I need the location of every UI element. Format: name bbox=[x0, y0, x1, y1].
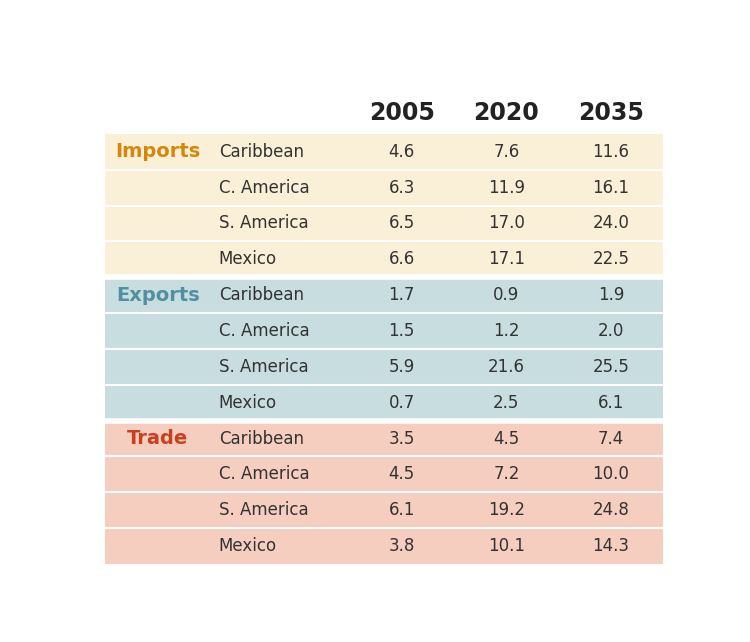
Text: S. America: S. America bbox=[219, 501, 308, 519]
Text: Caribbean: Caribbean bbox=[219, 143, 304, 160]
Text: 2005: 2005 bbox=[369, 101, 435, 125]
Text: C. America: C. America bbox=[219, 465, 309, 483]
Text: Mexico: Mexico bbox=[219, 394, 277, 412]
Text: 3.5: 3.5 bbox=[388, 429, 415, 447]
Text: 4.6: 4.6 bbox=[388, 143, 415, 160]
Text: 4.5: 4.5 bbox=[388, 465, 415, 483]
Text: 11.6: 11.6 bbox=[592, 143, 629, 160]
Text: 7.6: 7.6 bbox=[494, 143, 520, 160]
Text: 2.5: 2.5 bbox=[494, 394, 520, 412]
Text: 3.8: 3.8 bbox=[388, 537, 415, 555]
Text: 25.5: 25.5 bbox=[592, 358, 629, 376]
Text: 10.0: 10.0 bbox=[592, 465, 629, 483]
Text: 21.6: 21.6 bbox=[488, 358, 525, 376]
Text: C. America: C. America bbox=[219, 178, 309, 196]
Bar bbox=[105, 421, 663, 564]
Text: 5.9: 5.9 bbox=[388, 358, 415, 376]
Text: 16.1: 16.1 bbox=[592, 178, 629, 196]
Text: Mexico: Mexico bbox=[219, 250, 277, 268]
Text: Trade: Trade bbox=[127, 429, 188, 448]
Text: Exports: Exports bbox=[116, 286, 200, 305]
Text: 1.5: 1.5 bbox=[388, 322, 415, 340]
Text: 0.9: 0.9 bbox=[494, 286, 520, 304]
Text: 7.2: 7.2 bbox=[494, 465, 520, 483]
Text: 17.0: 17.0 bbox=[488, 214, 525, 232]
Text: 11.9: 11.9 bbox=[488, 178, 525, 196]
Bar bbox=[105, 134, 663, 277]
Text: 22.5: 22.5 bbox=[592, 250, 629, 268]
Text: 4.5: 4.5 bbox=[494, 429, 520, 447]
Text: 7.4: 7.4 bbox=[598, 429, 624, 447]
Text: 1.7: 1.7 bbox=[388, 286, 415, 304]
Text: 2020: 2020 bbox=[473, 101, 539, 125]
Text: S. America: S. America bbox=[219, 214, 308, 232]
Text: 10.1: 10.1 bbox=[488, 537, 525, 555]
Text: 6.1: 6.1 bbox=[388, 501, 415, 519]
Text: Caribbean: Caribbean bbox=[219, 286, 304, 304]
Text: S. America: S. America bbox=[219, 358, 308, 376]
Text: 17.1: 17.1 bbox=[488, 250, 525, 268]
Text: 0.7: 0.7 bbox=[388, 394, 415, 412]
Text: 6.1: 6.1 bbox=[598, 394, 624, 412]
Text: 1.2: 1.2 bbox=[494, 322, 520, 340]
Text: 14.3: 14.3 bbox=[592, 537, 629, 555]
Bar bbox=[105, 277, 663, 421]
Text: Caribbean: Caribbean bbox=[219, 429, 304, 447]
Text: C. America: C. America bbox=[219, 322, 309, 340]
Text: Mexico: Mexico bbox=[219, 537, 277, 555]
Text: 24.0: 24.0 bbox=[592, 214, 629, 232]
Text: 2035: 2035 bbox=[578, 101, 644, 125]
Text: Imports: Imports bbox=[115, 143, 200, 161]
Text: 1.9: 1.9 bbox=[598, 286, 624, 304]
Text: 2.0: 2.0 bbox=[598, 322, 624, 340]
Text: 24.8: 24.8 bbox=[592, 501, 629, 519]
Text: 6.3: 6.3 bbox=[388, 178, 415, 196]
Text: 6.5: 6.5 bbox=[388, 214, 415, 232]
Text: 6.6: 6.6 bbox=[388, 250, 415, 268]
Text: 19.2: 19.2 bbox=[488, 501, 525, 519]
